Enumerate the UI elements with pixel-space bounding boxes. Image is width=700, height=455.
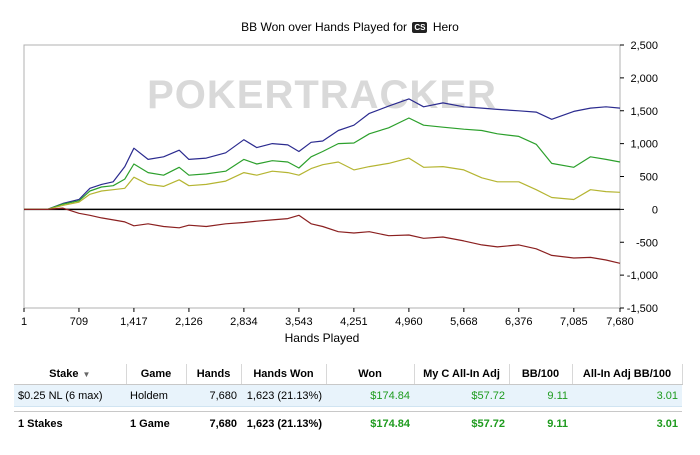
y-tick-label: -500 [636, 237, 658, 249]
player-name: Hero [432, 20, 459, 34]
totals-row: 1 Stakes 1 Game 7,680 1,623 (21.13%) $17… [14, 411, 682, 436]
x-tick-label: 6,376 [505, 316, 533, 328]
x-tick-label: 7,680 [606, 316, 634, 328]
total-allin-bb100: 3.01 [572, 411, 682, 436]
column-header-bb100[interactable]: BB/100 [509, 364, 573, 385]
column-header-hands-won[interactable]: Hands Won [241, 364, 327, 385]
x-tick-label: 3,543 [285, 316, 313, 328]
x-axis-label: Hands Played [285, 331, 360, 345]
y-tick-label: 1,500 [630, 106, 658, 118]
x-tick-label: 709 [70, 316, 88, 328]
bb-won-chart: POKERTRACKER 1 709 1,417 2,126 2,834 3,543 4,2… [21, 40, 658, 345]
y-tick-label: 2,000 [630, 73, 658, 85]
column-header-game[interactable]: Game [126, 364, 187, 385]
cell-hands: 7,680 [186, 384, 241, 407]
x-tick-label: 5,668 [450, 316, 478, 328]
x-tick-label: 7,085 [560, 316, 588, 328]
y-tick-label: 1,000 [630, 139, 658, 151]
watermark-logo: POKERTRACKER [147, 73, 497, 117]
series-line-2 [24, 157, 621, 210]
x-tick-label: 1,417 [120, 316, 148, 328]
cell-game: Holdem [126, 384, 186, 407]
total-games: 1 Game [126, 411, 186, 436]
x-tick-label: 4,960 [395, 316, 423, 328]
column-header-allin-bb100[interactable]: All-In Adj BB/100 [572, 364, 683, 385]
y-tick-label: 500 [640, 172, 658, 184]
table-spacer [14, 406, 682, 412]
cell-bb100: 9.11 [509, 384, 572, 407]
cell-allin-adj: $57.72 [414, 384, 509, 407]
y-tick-label: 0 [652, 204, 658, 216]
sort-down-icon[interactable]: ▼ [82, 370, 91, 379]
column-header-stake[interactable]: Stake ▼ [14, 364, 127, 385]
chart-title-text: BB Won over Hands Played for [241, 20, 408, 34]
y-tick-label: 2,500 [630, 40, 658, 52]
total-bb100: 9.11 [509, 411, 572, 436]
column-header-won[interactable]: Won [326, 364, 415, 385]
table-row[interactable]: $0.25 NL (6 max) Holdem 7,680 1,623 (21.… [14, 384, 682, 407]
series-line-1 [24, 117, 621, 210]
x-tick-label: 4,251 [340, 316, 368, 328]
stats-table: Stake ▼ Game Hands Hands Won Won My C All… [14, 364, 683, 436]
column-header-hands[interactable]: Hands [186, 364, 242, 385]
total-hands: 7,680 [186, 411, 241, 436]
column-header-allin-adj[interactable]: My C All-In Adj [414, 364, 510, 385]
y-tick-label: -1,000 [627, 270, 658, 282]
total-won: $174.84 [326, 411, 414, 436]
cell-allin-bb100: 3.01 [572, 384, 682, 407]
table-header-row: Stake ▼ Game Hands Hands Won Won My C All… [14, 364, 683, 385]
x-tick-label: 2,126 [175, 316, 203, 328]
cell-hands-won: 1,623 (21.13%) [241, 384, 326, 407]
series-line-0 [24, 98, 621, 210]
x-tick-label: 1 [21, 316, 27, 328]
chart-title: BB Won over Hands Played for CS Hero [0, 20, 700, 34]
y-tick-label: -1,500 [627, 303, 658, 315]
total-hands-won: 1,623 (21.13%) [241, 411, 326, 436]
total-allin-adj: $57.72 [414, 411, 509, 436]
total-stakes: 1 Stakes [14, 411, 126, 436]
cell-won: $174.84 [326, 384, 414, 407]
series-line-3 [24, 207, 621, 264]
player-badge-icon: CS [412, 22, 428, 33]
x-tick-label: 2,834 [230, 316, 258, 328]
cell-stake: $0.25 NL (6 max) [14, 384, 126, 407]
